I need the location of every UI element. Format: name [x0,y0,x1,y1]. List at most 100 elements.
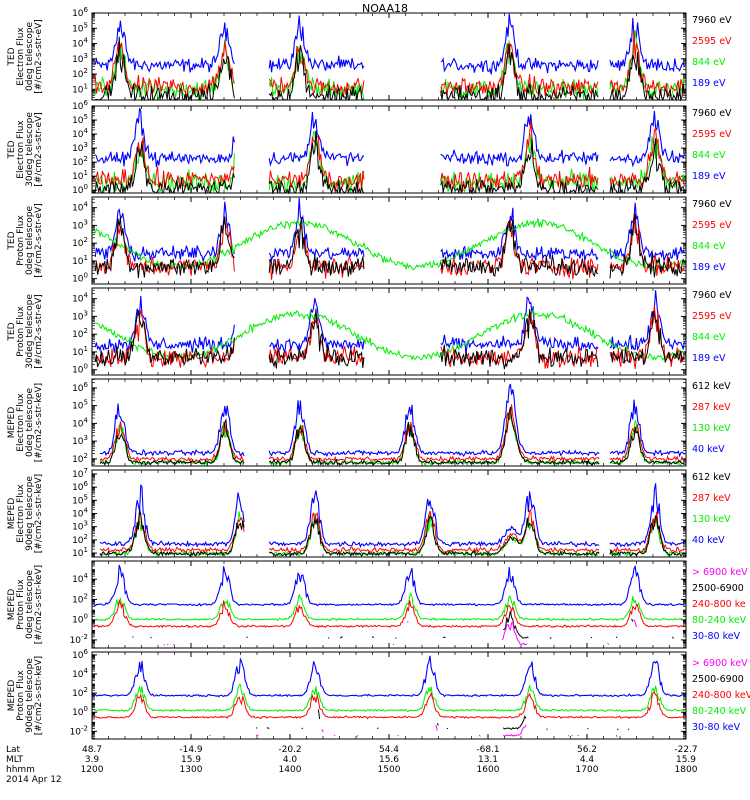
y-tick-label: 101 [72,82,88,95]
y-tick-base: 10 [72,158,84,168]
y-tick-exponent: 5 [84,493,88,501]
y-tick-base: 10 [72,437,84,447]
series-trace [93,655,685,698]
y-tick-base: 10 [72,384,84,394]
y-tick-label: 102 [72,236,88,249]
y-tick-exponent: 4 [84,292,89,300]
x-tick-lat: -14.9 [179,745,203,755]
y-axis-label-line: 0deg telescope [25,22,35,92]
y-tick-exponent: 2 [84,452,88,460]
series-287-kev [99,509,685,555]
series-612-kev [99,509,685,558]
y-tick-base: 10 [72,483,84,493]
x-tick-mlt: 15.9 [181,755,201,765]
x-tick-mlt: 13.1 [478,755,498,765]
panel-meped-electron-90deg: MEPED Electron Flux 90deg telescope [#/cm2-… [7,467,731,559]
series-287-kev [99,404,685,464]
y-axis-label-line: 30deg telescope [25,294,35,369]
y-tick-label: 103 [72,52,88,65]
series--6900-kev [209,725,664,737]
x-axis-labels: LatMLThhmm48.73.91200-14.915.91300-20.24… [6,745,698,785]
y-tick-exponent: 0 [84,705,88,713]
legend-entry: 189 eV [692,262,726,273]
y-tick-label: 107 [72,467,88,480]
y-tick-exponent: 3 [84,52,88,60]
y-axis-label-line: [#/cm2-s-str-eV] [34,203,44,278]
panel-ted-electron-30deg: TED Electron Flux 30deg telescope [#/cm2-s-… [7,99,732,196]
y-tick-exponent: 2 [84,686,88,694]
legend-entry: 7960 eV [692,108,732,119]
x-tick-mlt: 15.6 [379,755,399,765]
y-tick-label: 100 [72,705,88,718]
series-trace [99,404,685,464]
y-tick-exponent: -2 [81,724,88,732]
y-tick-label: 104 [72,667,88,680]
y-axis-label-line: [#/cm2-s-str-keV] [34,474,44,553]
y-axis-label-line: TED [7,322,17,341]
legend-entry: 7960 eV [692,15,732,26]
legend-entry: 2595 eV [692,36,732,47]
y-tick-exponent: 0 [84,363,88,371]
y-axis-label-line: TED [7,140,17,159]
y-tick-base: 10 [72,419,84,429]
y-tick-base: 10 [72,616,84,626]
x-tick-hhmm: 1200 [81,765,104,775]
y-tick-label: 103 [72,309,88,322]
y-tick-exponent: 4 [84,507,89,515]
y-tick-label: 106 [72,6,88,19]
panel-ted-proton-0deg: TED Proton Flux 0deg telescope [#/cm2-s-str… [7,196,732,285]
y-tick-label: 105 [72,493,88,506]
legend-entry: 130 keV [692,423,731,434]
panels: TED Electron Flux 0deg telescope [#/cm2-s-s… [7,6,750,740]
y-tick-exponent: 4 [84,416,89,424]
y-tick-exponent: 6 [84,6,89,14]
series-trace [94,308,685,370]
series-30-80-kev [93,564,685,607]
legend-entry: 130 keV [692,514,731,525]
legend-entry: 40 keV [692,535,725,546]
x-axis-row-label: MLT [6,755,24,765]
y-tick-base: 10 [72,536,84,546]
y-axis-label-line: Electron Flux [16,393,26,452]
y-tick-label: 106 [72,648,88,661]
y-tick-label: 104 [72,37,88,50]
y-tick-base: 10 [72,455,84,465]
legend-entry: 844 eV [692,150,726,161]
y-tick-label: 102 [72,327,88,340]
y-tick-base: 10 [72,221,84,231]
legend-entry: 2500-6900 [692,583,744,594]
y-tick-exponent: 1 [84,254,88,262]
y-tick-label: 104 [72,572,88,585]
x-tick-hhmm: 1300 [180,765,203,775]
y-tick-base: 10 [70,636,82,646]
series-trace [94,107,685,168]
y-tick-base: 10 [72,55,84,65]
y-tick-label: 105 [72,113,88,126]
y-tick-label: 102 [72,592,88,605]
y-axis-label-line: MEPED [7,589,17,621]
x-axis-row-label: Lat [6,745,21,755]
y-tick-exponent: 6 [84,648,89,656]
legend-entry: > 6900 keV [692,567,748,578]
y-tick-base: 10 [72,549,84,559]
panel-meped-proton-0deg: MEPED Proton Flux 0deg telescope [#/cm2-s-s… [7,560,748,649]
y-axis-label: TED Proton Flux 30deg telescope [#/cm2-s-st… [7,294,44,369]
series-trace [164,620,672,645]
series-trace [99,383,685,458]
y-axis-label-line: [#/cm2-s-str-keV] [34,656,44,735]
legend-entry: 30-80 keV [692,722,741,733]
y-axis-label-line: [#/cm2-s-str-eV] [34,112,44,187]
legend-entry: 7960 eV [692,290,732,301]
x-tick-hhmm: 1800 [675,765,698,775]
series-trace [94,130,685,195]
y-tick-base: 10 [72,366,84,376]
y-tick-label: 10-2 [70,633,88,646]
y-tick-base: 10 [72,40,84,50]
y-tick-base: 10 [72,575,84,585]
y-tick-base: 10 [72,130,84,140]
y-tick-exponent: 2 [84,155,88,163]
series-189-ev [94,13,685,75]
series-844-ev [93,218,685,272]
series-844-ev [94,29,685,101]
y-tick-exponent: 3 [84,309,88,317]
